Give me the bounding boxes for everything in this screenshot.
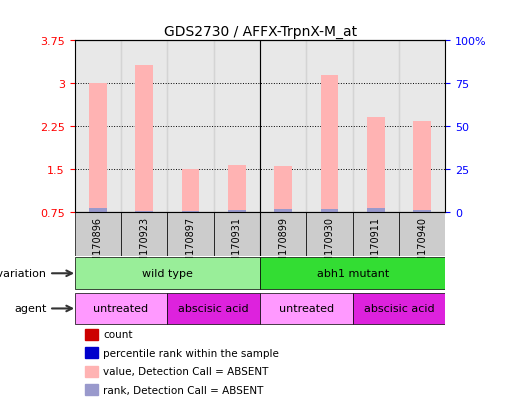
Text: rank, Detection Call = ABSENT: rank, Detection Call = ABSENT [103, 385, 263, 394]
Bar [353, 213, 399, 256]
Bar [75, 41, 121, 213]
Text: percentile rank within the sample: percentile rank within the sample [103, 348, 279, 358]
Text: GSM170911: GSM170911 [371, 216, 381, 275]
Bar [228, 211, 246, 213]
Bar [367, 209, 385, 213]
Bar [214, 41, 260, 213]
Bar [306, 41, 353, 213]
Bar [274, 167, 292, 213]
Text: value, Detection Call = ABSENT: value, Detection Call = ABSENT [103, 366, 268, 376]
Text: abscisic acid: abscisic acid [364, 304, 435, 314]
Title: GDS2730 / AFFX-TrpnX-M_at: GDS2730 / AFFX-TrpnX-M_at [163, 25, 356, 39]
Bar [321, 76, 338, 213]
Text: GSM170897: GSM170897 [185, 216, 196, 275]
Bar [399, 41, 445, 213]
Bar [414, 121, 431, 213]
Bar [228, 165, 246, 213]
Text: GSM170940: GSM170940 [417, 216, 427, 275]
Bar [182, 170, 199, 213]
Bar [75, 293, 167, 325]
Text: abh1 mutant: abh1 mutant [317, 268, 389, 279]
Text: genotype/variation: genotype/variation [0, 268, 47, 279]
Bar [399, 213, 445, 256]
Text: GSM170930: GSM170930 [324, 216, 335, 275]
Bar [89, 84, 107, 213]
Bar [121, 41, 167, 213]
Text: untreated: untreated [279, 304, 334, 314]
Bar [260, 293, 353, 325]
Text: GSM170923: GSM170923 [139, 216, 149, 275]
Text: wild type: wild type [142, 268, 193, 279]
Text: agent: agent [14, 304, 47, 314]
Bar [321, 210, 338, 213]
Text: untreated: untreated [93, 304, 149, 314]
Text: GSM170931: GSM170931 [232, 216, 242, 275]
Bar [260, 258, 445, 290]
Bar [182, 211, 199, 213]
Bar [75, 213, 121, 256]
Text: GSM170899: GSM170899 [278, 216, 288, 275]
Bar [167, 213, 214, 256]
Text: count: count [103, 330, 132, 339]
Bar [260, 213, 306, 256]
Bar [135, 211, 153, 213]
Bar [306, 213, 353, 256]
Bar [135, 66, 153, 213]
Bar [121, 213, 167, 256]
Bar [353, 293, 445, 325]
Bar [260, 41, 306, 213]
Bar [274, 210, 292, 213]
Bar [367, 117, 385, 213]
Text: abscisic acid: abscisic acid [178, 304, 249, 314]
Bar [414, 211, 431, 213]
Bar [167, 293, 260, 325]
Bar [89, 209, 107, 213]
Bar [167, 41, 214, 213]
Bar [353, 41, 399, 213]
Bar [75, 258, 260, 290]
Text: GSM170896: GSM170896 [93, 216, 103, 275]
Bar [214, 213, 260, 256]
